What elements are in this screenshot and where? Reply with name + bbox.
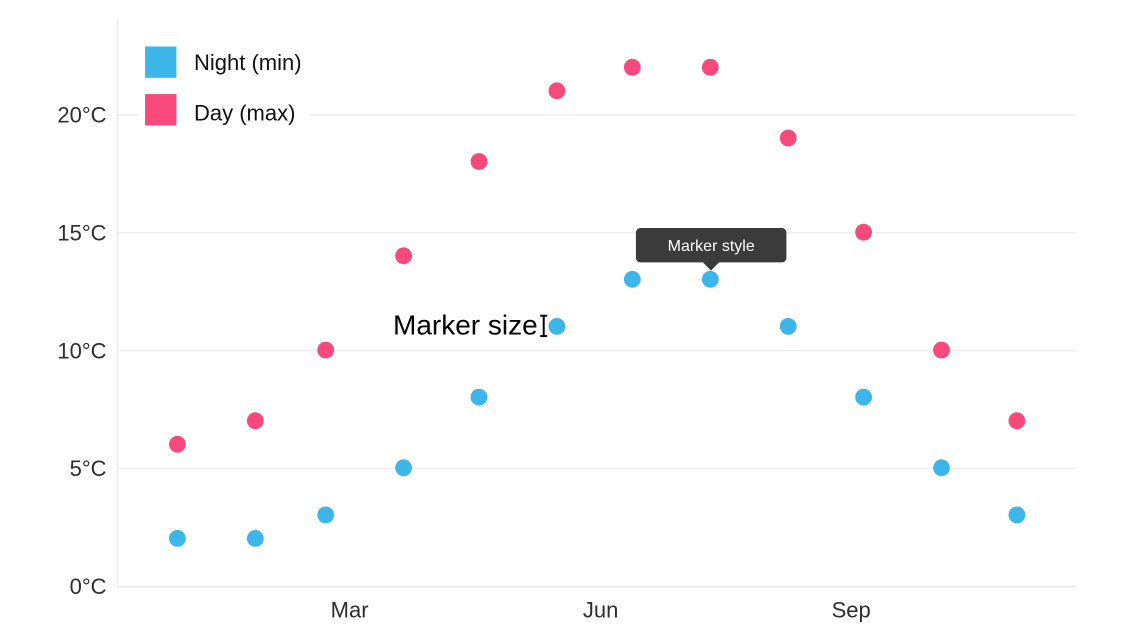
svg-text:Jun: Jun [583, 597, 618, 622]
svg-text:10°C: 10°C [57, 338, 106, 363]
svg-text:20°C: 20°C [57, 103, 106, 128]
svg-text:Day (max): Day (max) [194, 101, 295, 126]
svg-text:Sep: Sep [832, 597, 871, 622]
svg-text:Marker size: Marker size [393, 309, 538, 340]
svg-text:5°C: 5°C [70, 456, 107, 481]
svg-text:Night (min): Night (min) [194, 50, 302, 75]
svg-text:Marker style: Marker style [668, 238, 755, 255]
svg-text:15°C: 15°C [57, 220, 106, 245]
svg-text:Mar: Mar [331, 597, 369, 622]
svg-text:0°C: 0°C [70, 574, 107, 599]
